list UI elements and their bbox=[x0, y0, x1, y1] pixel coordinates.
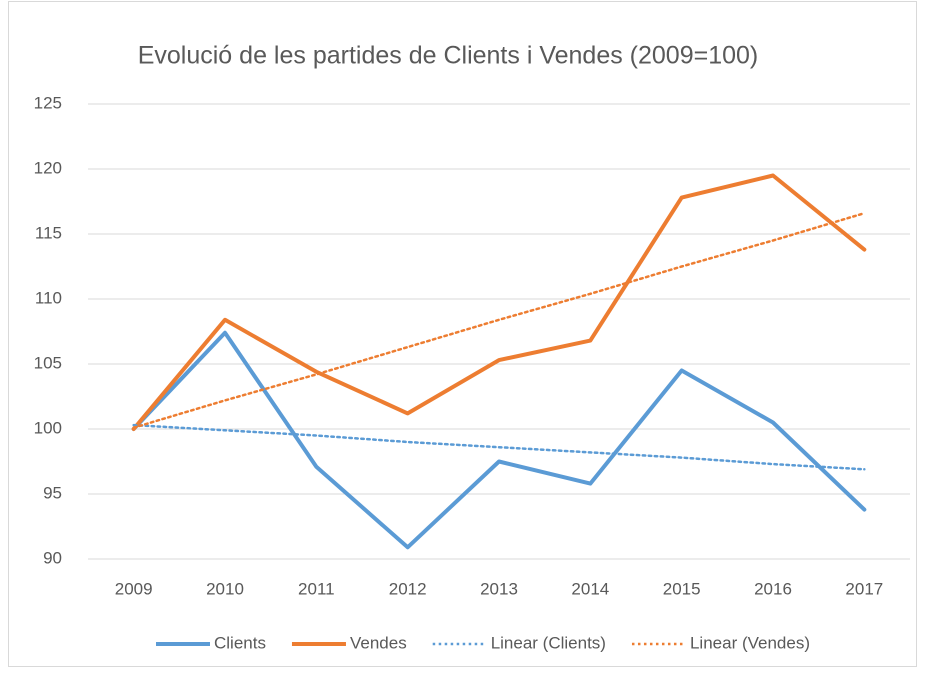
series-line bbox=[131, 330, 867, 550]
x-tick-label: 2011 bbox=[298, 579, 335, 598]
y-tick-label: 110 bbox=[35, 288, 62, 307]
y-tick-label: 90 bbox=[43, 548, 62, 567]
x-tick-label: 2015 bbox=[663, 579, 701, 598]
x-tick-label: 2014 bbox=[571, 579, 609, 598]
legend-label: Linear (Clients) bbox=[491, 633, 606, 652]
y-tick-label: 120 bbox=[34, 158, 62, 177]
y-tick-label: 95 bbox=[43, 483, 62, 502]
x-tick-label: 2010 bbox=[206, 579, 244, 598]
chart-border bbox=[8, 1, 917, 667]
x-tick-label: 2012 bbox=[389, 579, 427, 598]
legend-label: Linear (Vendes) bbox=[690, 633, 810, 652]
y-tick-label: 125 bbox=[34, 93, 62, 112]
x-tick-label: 2016 bbox=[754, 579, 792, 598]
x-tick-label: 2009 bbox=[115, 579, 153, 598]
x-tick-label: 2017 bbox=[845, 579, 883, 598]
legend-label: Clients bbox=[214, 633, 266, 652]
trend-line bbox=[132, 423, 866, 471]
chart-title: Evolució de les partides de Clients i Ve… bbox=[138, 42, 759, 70]
series-line bbox=[131, 173, 867, 431]
x-tick-label: 2013 bbox=[480, 579, 518, 598]
y-tick-label: 105 bbox=[34, 353, 62, 372]
trend-line bbox=[132, 211, 866, 429]
y-tick-label: 100 bbox=[34, 418, 62, 437]
legend-label: Vendes bbox=[350, 633, 407, 652]
y-tick-label: 115 bbox=[35, 223, 62, 242]
